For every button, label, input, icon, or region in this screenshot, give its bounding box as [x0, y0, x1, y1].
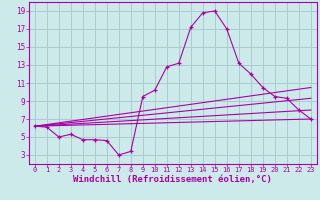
X-axis label: Windchill (Refroidissement éolien,°C): Windchill (Refroidissement éolien,°C) [73, 175, 272, 184]
